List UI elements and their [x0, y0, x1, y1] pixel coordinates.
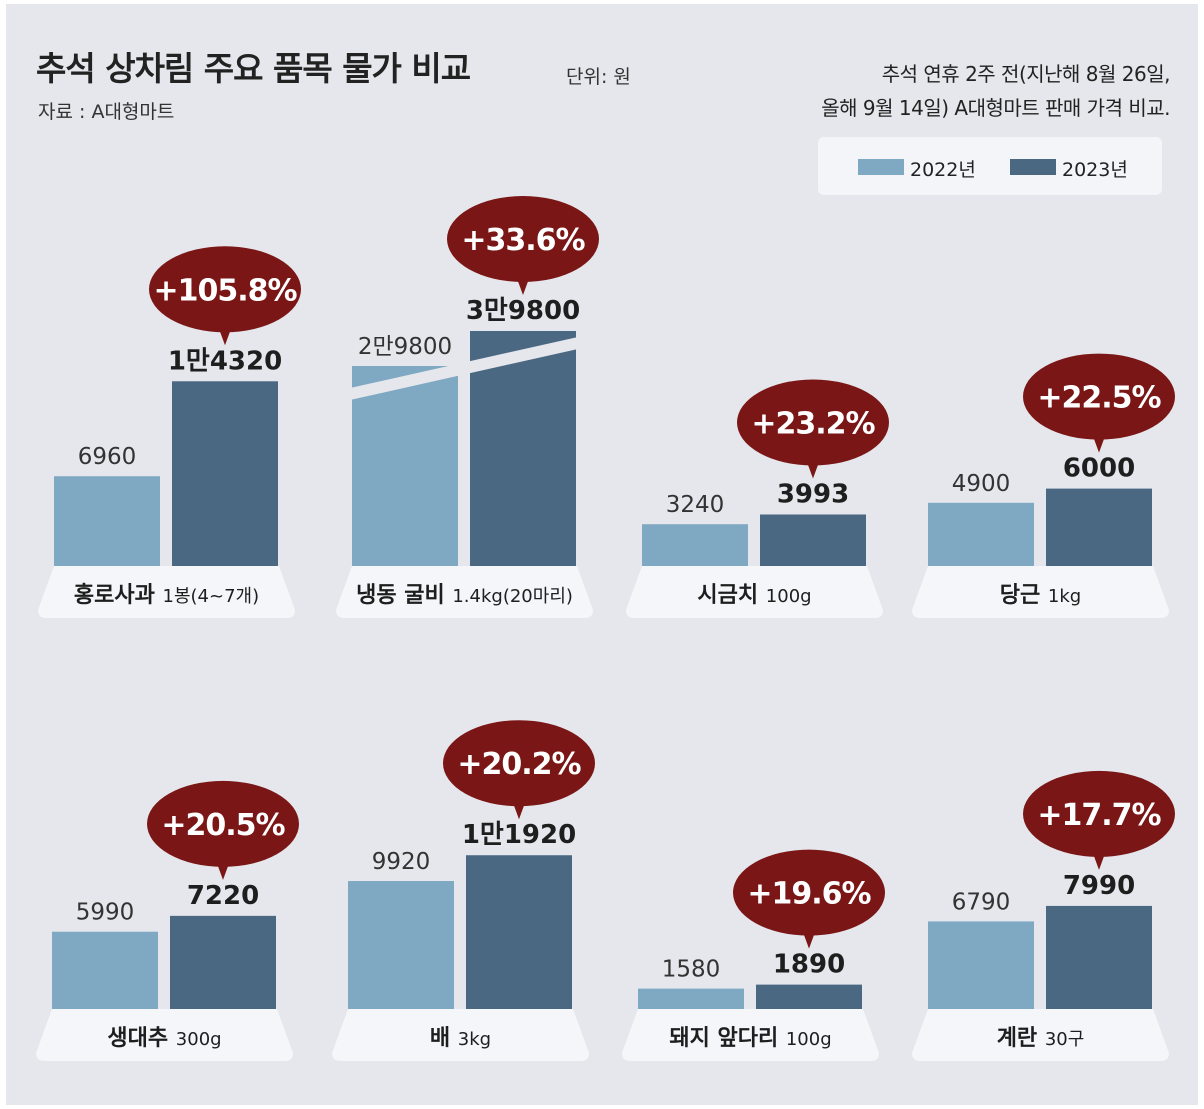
- chart-title: 추석 상차림 주요 품목 물가 비교: [36, 49, 471, 88]
- change-bubble: [737, 379, 889, 466]
- category-spec: 1.4kg(20마리): [452, 586, 573, 607]
- item-label-pill: [336, 566, 593, 618]
- value-label-2022: 9920: [372, 849, 431, 875]
- category-name: 냉동 굴비: [356, 583, 452, 608]
- category-label: 계란 30구: [997, 1026, 1085, 1051]
- category-spec: 3kg: [458, 1029, 491, 1050]
- source-label: 자료 : A대형마트: [38, 101, 175, 123]
- value-label-2022: 1580: [662, 957, 721, 983]
- category-name: 시금치: [697, 583, 765, 608]
- category-label: 배 3kg: [430, 1026, 491, 1051]
- item-label-pill: [38, 566, 295, 618]
- change-bubble: [443, 720, 595, 807]
- legend-swatch-2023: [1010, 159, 1056, 175]
- item-label-pill: [36, 1009, 293, 1061]
- bar-2022: [54, 476, 160, 566]
- change-bubble: [733, 849, 885, 936]
- change-label: +105.8%: [153, 273, 297, 308]
- value-label-2023: 7990: [1063, 871, 1135, 901]
- bar-2022: [348, 881, 454, 1009]
- category-spec: 100g: [786, 1029, 832, 1050]
- item-label-pill: [912, 566, 1169, 618]
- bar-2023: [1046, 905, 1152, 1009]
- bar-2022: [928, 502, 1034, 566]
- change-bubble: [447, 196, 599, 282]
- category-label: 시금치 100g: [697, 583, 811, 608]
- unit-label: 단위: 원: [566, 66, 631, 88]
- value-label-2023: 3만9800: [466, 296, 580, 326]
- axis-break-mark: [350, 337, 578, 400]
- category-name: 돼지 앞다리: [669, 1026, 786, 1051]
- bar-2022: [928, 921, 1034, 1009]
- bar-2023: [470, 331, 576, 566]
- category-name: 배: [430, 1026, 458, 1051]
- value-label-2022: 2만9800: [358, 334, 452, 360]
- bar-2022: [52, 931, 158, 1009]
- value-label-2023: 1만1920: [462, 820, 576, 850]
- category-spec: 1봉(4~7개): [163, 586, 260, 607]
- change-label: +19.6%: [747, 877, 871, 912]
- change-bubble: [149, 246, 301, 333]
- legend-label-2023: 2023년: [1062, 159, 1128, 181]
- note-line-2: 올해 9월 14일) A대형마트 판매 가격 비교.: [821, 96, 1170, 120]
- item-label-pill: [622, 1009, 879, 1061]
- legend: 2022년 2023년: [818, 137, 1162, 195]
- category-name: 홍로사과: [74, 583, 163, 608]
- bar-2023: [760, 514, 866, 566]
- item-label-pill: [626, 566, 883, 618]
- value-label-2022: 3240: [666, 492, 725, 518]
- bar-2022: [642, 524, 748, 566]
- bar-2022: [352, 366, 458, 566]
- change-label: +20.5%: [161, 808, 285, 843]
- change-label: +23.2%: [751, 406, 875, 441]
- category-label: 당근 1kg: [1000, 583, 1081, 608]
- change-label: +20.2%: [457, 747, 581, 782]
- category-label: 생대추 300g: [107, 1026, 221, 1051]
- bar-2023: [1046, 488, 1152, 566]
- category-name: 계란: [997, 1026, 1045, 1051]
- category-label: 냉동 굴비 1.4kg(20마리): [356, 583, 573, 608]
- note-line-1: 추석 연휴 2주 전(지난해 8월 26일,: [881, 62, 1171, 86]
- bar-2023: [172, 381, 278, 566]
- legend-label-2022: 2022년: [910, 159, 976, 181]
- value-label-2022: 4900: [952, 471, 1011, 497]
- change-bubble: [1023, 770, 1175, 857]
- item-label-pill: [912, 1009, 1169, 1061]
- category-spec: 1kg: [1048, 586, 1081, 607]
- category-spec: 300g: [176, 1029, 222, 1050]
- change-label: +17.7%: [1037, 798, 1161, 833]
- item-label-pill: [332, 1009, 589, 1061]
- bar-2023: [756, 984, 862, 1009]
- value-label-2023: 1890: [773, 950, 845, 980]
- category-spec: 100g: [766, 586, 812, 607]
- category-name: 생대추: [107, 1026, 175, 1051]
- category-label: 홍로사과 1봉(4~7개): [74, 583, 259, 608]
- value-label-2023: 7220: [187, 881, 259, 911]
- value-label-2022: 6960: [78, 444, 137, 470]
- category-label: 돼지 앞다리 100g: [669, 1026, 831, 1051]
- change-label: +33.6%: [461, 223, 585, 258]
- category-name: 당근: [1000, 583, 1048, 608]
- bar-2023: [170, 915, 276, 1009]
- change-label: +22.5%: [1037, 381, 1161, 416]
- change-bubble: [147, 780, 299, 867]
- value-label-2023: 1만4320: [168, 346, 282, 376]
- bar-2022: [638, 988, 744, 1009]
- value-label-2022: 5990: [76, 900, 135, 926]
- value-label-2023: 3993: [777, 479, 849, 509]
- value-label-2023: 6000: [1063, 454, 1135, 484]
- legend-swatch-2022: [858, 159, 904, 175]
- value-label-2022: 6790: [952, 889, 1011, 915]
- category-spec: 30구: [1045, 1029, 1084, 1050]
- change-bubble: [1023, 353, 1175, 440]
- bar-2023: [466, 855, 572, 1009]
